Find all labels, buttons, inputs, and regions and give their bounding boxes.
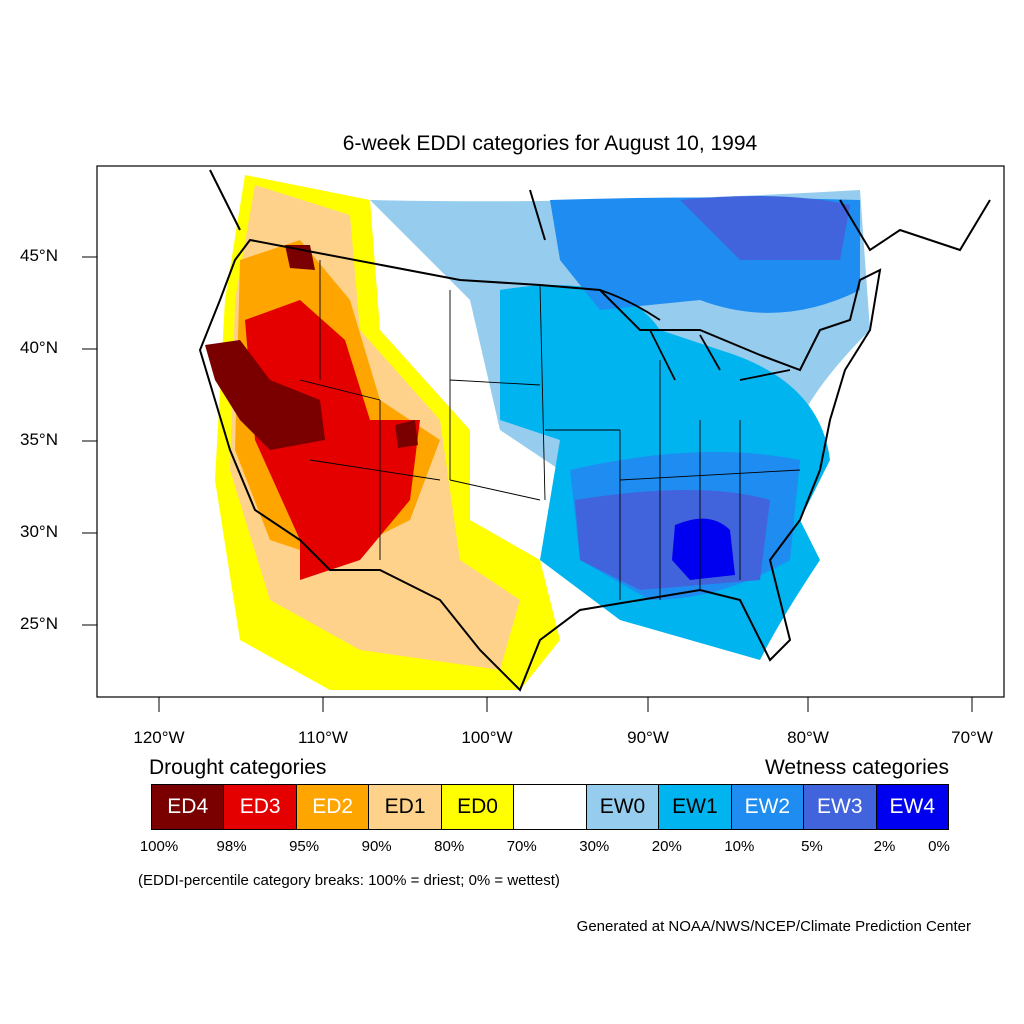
legend-break-label: 20% bbox=[651, 838, 682, 855]
wetness-heading: Wetness categories bbox=[764, 756, 949, 779]
map-title: 6-week EDDI categories for August 10, 19… bbox=[342, 132, 758, 155]
legend-swatch-ew4: EW4 bbox=[876, 785, 948, 829]
credit: Generated at NOAA/NWS/NCEP/Climate Predi… bbox=[576, 918, 971, 935]
legend-swatch-ew0: EW0 bbox=[586, 785, 660, 829]
lat-label-45: 45°N bbox=[20, 246, 58, 265]
canada-coast bbox=[209, 169, 991, 252]
lat-ticks bbox=[82, 256, 97, 626]
legend-break-label: 80% bbox=[434, 838, 465, 855]
legend-break-label: 95% bbox=[289, 838, 320, 855]
region-ew4 bbox=[672, 518, 735, 580]
break-note: (EDDI-percentile category breaks: 100% =… bbox=[138, 872, 560, 889]
lon-label-90: 90°W bbox=[627, 728, 669, 747]
lat-label-25: 25°N bbox=[20, 614, 58, 633]
map-field bbox=[198, 169, 991, 692]
lon-label-70: 70°W bbox=[951, 728, 993, 747]
legend-break-label: 5% bbox=[801, 838, 823, 855]
legend-swatch-ew1: EW1 bbox=[659, 785, 732, 829]
legend-break-label: 0% bbox=[928, 838, 950, 855]
lat-label-40: 40°N bbox=[20, 338, 58, 357]
legend-break-label: 10% bbox=[724, 838, 755, 855]
legend-break-label: 98% bbox=[216, 838, 247, 855]
lat-label-30: 30°N bbox=[20, 522, 58, 541]
legend-break-label: 100% bbox=[139, 838, 179, 855]
region-ew3b bbox=[680, 196, 850, 260]
legend-swatch-ed3: ED3 bbox=[224, 785, 297, 829]
legend-swatch-ed2: ED2 bbox=[296, 785, 370, 829]
legend-swatch-ed4: ED4 bbox=[152, 785, 225, 829]
lon-label-110: 110°W bbox=[298, 728, 348, 747]
legend-swatch-neutral bbox=[514, 785, 587, 829]
region-ed3 bbox=[245, 300, 420, 580]
legend-swatch-ed0: ED0 bbox=[441, 785, 515, 829]
lon-label-120: 120°W bbox=[133, 728, 185, 747]
great-lakes bbox=[599, 289, 791, 381]
legend-swatch-ew2: EW2 bbox=[731, 785, 805, 829]
state-lines bbox=[299, 260, 801, 600]
region-ed4 bbox=[205, 340, 325, 450]
legend-swatch-ed1: ED1 bbox=[369, 785, 442, 829]
legend-swatch-ew3: EW3 bbox=[804, 785, 877, 829]
legend-break-label: 70% bbox=[506, 838, 537, 855]
lon-label-80: 80°W bbox=[787, 728, 829, 747]
legend-break-label: 90% bbox=[361, 838, 392, 855]
lat-label-35: 35°N bbox=[20, 430, 58, 449]
lon-ticks bbox=[158, 697, 973, 712]
map-frame bbox=[96, 165, 1005, 698]
lon-label-100: 100°W bbox=[461, 728, 513, 747]
legend-bar: ED4 ED3 ED2 ED1 ED0 EW0 EW1 EW2 EW3 EW4 bbox=[151, 784, 949, 830]
drought-heading: Drought categories bbox=[149, 756, 327, 779]
us-outline bbox=[198, 238, 882, 692]
legend-break-label: 2% bbox=[873, 838, 896, 855]
legend-break-label: 30% bbox=[579, 838, 610, 855]
region-ed4c bbox=[395, 420, 418, 448]
